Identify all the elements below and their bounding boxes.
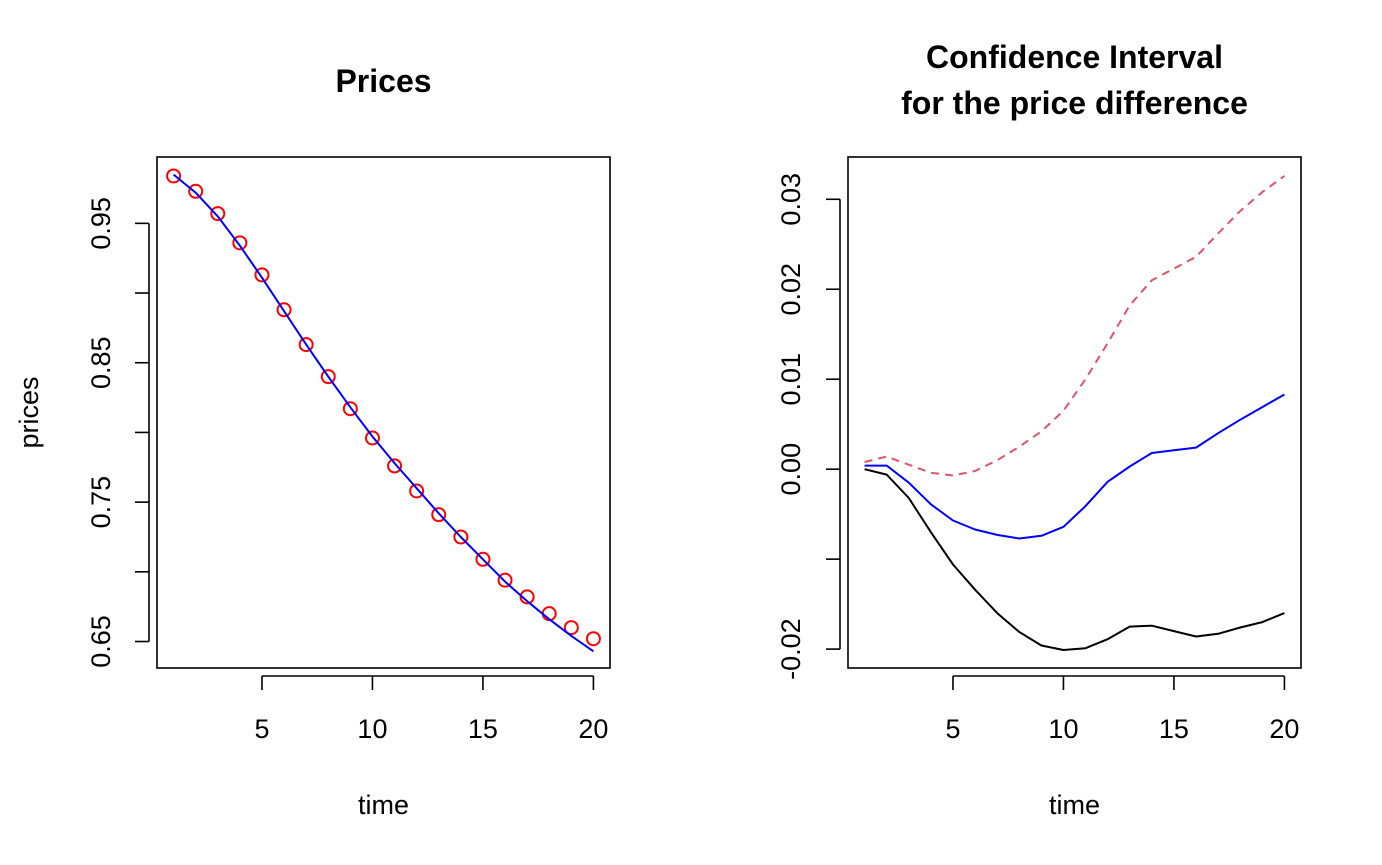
x-axis-label: time xyxy=(358,790,409,820)
data-point xyxy=(519,589,535,605)
chart-title: for the price difference xyxy=(901,85,1248,121)
data-point xyxy=(453,529,469,545)
series-line-1 xyxy=(864,393,1285,540)
data-point xyxy=(232,235,248,251)
data-point xyxy=(364,430,380,446)
x-tick-label: 10 xyxy=(357,714,387,744)
y-tick-label: 0.02 xyxy=(776,263,806,316)
chart-title: Prices xyxy=(335,63,431,99)
plot-frame xyxy=(847,156,1302,669)
y-tick-label: 0.65 xyxy=(86,615,116,668)
confidence-interval-plot: Confidence Interval for the price differe… xyxy=(776,39,1302,820)
y-tick-label: -0.02 xyxy=(776,618,806,680)
y-tick-label: 0.01 xyxy=(776,353,806,406)
series-line-0 xyxy=(864,175,1285,477)
data-point xyxy=(387,458,403,474)
chart-title: Confidence Interval xyxy=(926,39,1223,75)
x-tick-label: 20 xyxy=(578,714,608,744)
data-point xyxy=(254,267,270,283)
data-point xyxy=(320,369,336,385)
data-point xyxy=(276,302,292,318)
x-tick-label: 20 xyxy=(1269,714,1299,744)
x-tick-label: 15 xyxy=(468,714,498,744)
data-point xyxy=(563,620,579,636)
y-tick-label: 0.03 xyxy=(776,173,806,226)
data-point xyxy=(298,337,314,353)
y-tick-label: 0.75 xyxy=(86,476,116,529)
series-line-2 xyxy=(864,468,1285,651)
plot-frame xyxy=(156,156,611,669)
data-point xyxy=(409,483,425,499)
data-point xyxy=(475,551,491,567)
data-point xyxy=(431,507,447,523)
data-point xyxy=(166,168,182,184)
x-tick-label: 5 xyxy=(254,714,269,744)
series-line-1 xyxy=(172,173,594,653)
y-tick-label: 0.85 xyxy=(86,336,116,389)
y-tick-label: 0.95 xyxy=(86,197,116,250)
x-tick-label: 10 xyxy=(1048,714,1078,744)
prices-plot: Prices 5 10 15 20 time 0.65 0.75 0.85 0.95 prices xyxy=(14,63,611,820)
data-point xyxy=(342,401,358,417)
y-axis-label: prices xyxy=(14,376,44,448)
x-axis-label: time xyxy=(1049,790,1100,820)
data-point xyxy=(188,183,204,199)
x-tick-label: 5 xyxy=(945,714,960,744)
x-tick-label: 15 xyxy=(1159,714,1189,744)
data-point xyxy=(497,572,513,588)
y-tick-label: 0.00 xyxy=(776,443,806,496)
data-point xyxy=(585,631,601,647)
data-point xyxy=(210,206,226,222)
